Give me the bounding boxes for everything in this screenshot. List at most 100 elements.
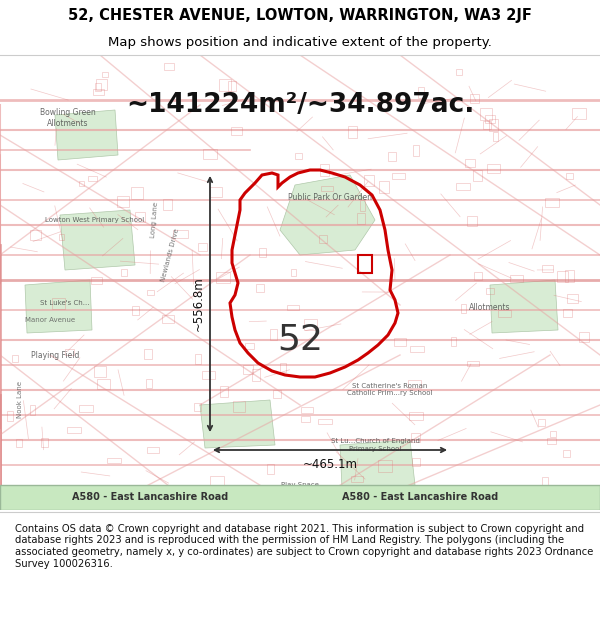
Bar <box>280 364 286 372</box>
Polygon shape <box>55 110 118 160</box>
Bar <box>79 181 85 186</box>
Bar <box>418 87 424 98</box>
Bar <box>79 405 93 412</box>
Bar <box>467 361 479 366</box>
Bar <box>202 371 215 379</box>
Bar <box>351 476 362 482</box>
Bar <box>5 494 16 500</box>
Bar <box>38 492 49 499</box>
Text: Newlands Drive: Newlands Drive <box>160 228 180 282</box>
Polygon shape <box>490 280 558 333</box>
Bar <box>359 199 365 211</box>
Polygon shape <box>60 210 135 270</box>
Bar <box>449 491 463 499</box>
Bar <box>550 431 556 437</box>
Bar <box>198 242 207 251</box>
Bar <box>412 459 419 466</box>
Bar <box>470 94 479 102</box>
Bar <box>456 69 462 74</box>
Bar <box>455 182 470 191</box>
Text: ~465.1m: ~465.1m <box>302 458 358 471</box>
Text: St Lu...Church of England
Primary School: St Lu...Church of England Primary School <box>331 439 419 451</box>
Bar <box>143 349 152 359</box>
Bar <box>388 152 396 161</box>
Text: Public Park Or Garden: Public Park Or Garden <box>288 194 372 202</box>
Bar <box>563 309 572 317</box>
Bar <box>16 439 22 447</box>
Bar <box>102 71 108 78</box>
Bar <box>413 145 419 156</box>
Bar <box>509 275 523 282</box>
Bar <box>287 304 299 311</box>
Bar <box>320 164 329 176</box>
Bar <box>59 234 64 240</box>
Bar <box>259 248 266 258</box>
Bar <box>485 116 495 123</box>
Bar <box>364 175 374 186</box>
Bar <box>163 199 172 211</box>
Bar <box>579 332 589 342</box>
Bar <box>473 170 482 181</box>
Bar <box>487 164 500 172</box>
Bar <box>95 83 101 91</box>
Bar <box>394 338 406 346</box>
Text: ~556.8m: ~556.8m <box>191 277 205 331</box>
Text: Lowton West Primary School: Lowton West Primary School <box>46 217 145 223</box>
Bar <box>481 108 491 120</box>
Bar <box>493 132 499 141</box>
Bar <box>245 342 254 349</box>
Text: Map shows position and indicative extent of the property.: Map shows position and indicative extent… <box>108 36 492 49</box>
Bar <box>243 366 253 374</box>
Bar <box>215 272 230 282</box>
Polygon shape <box>200 400 275 448</box>
Text: A580 - East Lancashire Road: A580 - East Lancashire Road <box>342 492 498 502</box>
Bar <box>572 108 586 119</box>
Text: Long Lane: Long Lane <box>151 202 160 238</box>
Bar <box>486 288 494 294</box>
Bar <box>557 493 565 499</box>
Bar <box>12 354 19 362</box>
Bar <box>273 391 281 398</box>
Bar <box>290 269 296 276</box>
Bar <box>407 380 421 388</box>
Bar <box>451 338 456 346</box>
Bar <box>465 159 475 167</box>
Bar <box>148 447 160 453</box>
Bar <box>483 121 491 129</box>
Text: 52, CHESTER AVENUE, LOWTON, WARRINGTON, WA3 2JF: 52, CHESTER AVENUE, LOWTON, WARRINGTON, … <box>68 8 532 23</box>
Bar <box>356 213 365 224</box>
Bar <box>116 196 129 208</box>
Bar <box>557 271 568 282</box>
Bar <box>228 81 236 91</box>
Text: A580 - East Lancashire Road: A580 - East Lancashire Road <box>72 492 228 502</box>
Text: Playing Field: Playing Field <box>31 351 79 359</box>
Bar <box>88 176 97 181</box>
Bar <box>301 407 313 412</box>
Bar <box>547 438 556 444</box>
Bar <box>256 284 264 292</box>
Text: Play Space: Play Space <box>281 482 319 488</box>
Bar <box>319 234 327 243</box>
Bar <box>318 419 332 424</box>
Text: 52: 52 <box>277 323 323 357</box>
Bar <box>135 212 145 222</box>
Bar <box>233 401 245 412</box>
Polygon shape <box>280 175 375 255</box>
Bar <box>121 269 127 276</box>
Bar <box>545 198 559 207</box>
Bar <box>268 464 274 474</box>
Bar <box>565 271 574 282</box>
Bar <box>304 319 317 329</box>
Bar <box>96 79 107 90</box>
Text: Bowling Green
Allotments: Bowling Green Allotments <box>40 108 96 127</box>
Bar <box>132 306 139 314</box>
Bar <box>210 476 224 486</box>
Bar <box>93 89 104 95</box>
Bar <box>542 478 548 489</box>
Bar <box>220 79 230 91</box>
Bar <box>378 460 392 472</box>
Bar <box>67 427 81 433</box>
Bar <box>131 188 143 199</box>
Text: Contains OS data © Crown copyright and database right 2021. This information is : Contains OS data © Crown copyright and d… <box>15 524 593 569</box>
Bar <box>467 216 478 226</box>
